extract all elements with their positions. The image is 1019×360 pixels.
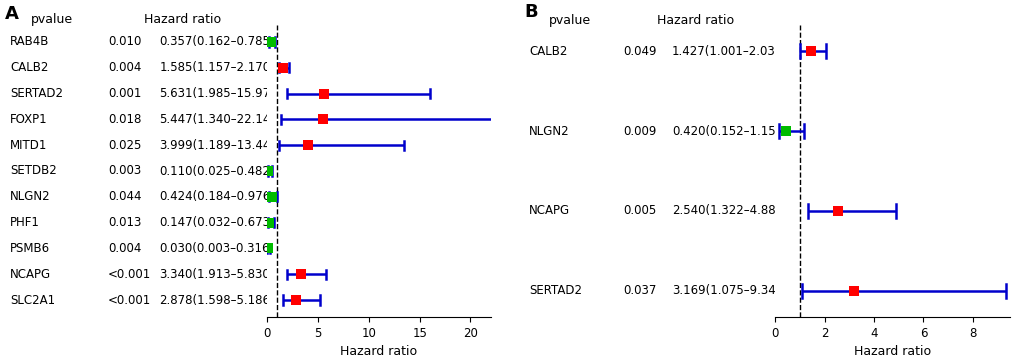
Text: 5.447(1.340–22.144): 5.447(1.340–22.144) bbox=[159, 113, 282, 126]
Text: 0.420(0.152–1.157): 0.420(0.152–1.157) bbox=[672, 125, 787, 138]
Text: MITD1: MITD1 bbox=[10, 139, 48, 152]
Text: 0.003: 0.003 bbox=[108, 165, 141, 177]
Text: 2.540(1.322–4.883): 2.540(1.322–4.883) bbox=[672, 204, 787, 217]
Text: 1.427(1.001–2.034): 1.427(1.001–2.034) bbox=[672, 45, 787, 58]
Text: NCAPG: NCAPG bbox=[529, 204, 570, 217]
Text: 0.004: 0.004 bbox=[108, 61, 141, 74]
Text: B: B bbox=[524, 3, 537, 21]
Text: 0.001: 0.001 bbox=[108, 87, 141, 100]
Text: 0.018: 0.018 bbox=[108, 113, 141, 126]
Text: CALB2: CALB2 bbox=[10, 61, 49, 74]
Text: SETDB2: SETDB2 bbox=[10, 165, 57, 177]
Text: 0.013: 0.013 bbox=[108, 216, 141, 229]
Text: pvalue: pvalue bbox=[548, 14, 590, 27]
Text: <0.001: <0.001 bbox=[108, 268, 151, 281]
Text: 0.044: 0.044 bbox=[108, 190, 142, 203]
Text: 1.585(1.157–2.170): 1.585(1.157–2.170) bbox=[159, 61, 275, 74]
Text: NLGN2: NLGN2 bbox=[529, 125, 570, 138]
Text: 0.004: 0.004 bbox=[108, 242, 141, 255]
X-axis label: Hazard ratio: Hazard ratio bbox=[853, 345, 930, 358]
Text: SERTAD2: SERTAD2 bbox=[10, 87, 63, 100]
Text: 0.025: 0.025 bbox=[108, 139, 141, 152]
Text: A: A bbox=[5, 5, 19, 23]
Text: CALB2: CALB2 bbox=[529, 45, 567, 58]
Text: 0.005: 0.005 bbox=[623, 204, 655, 217]
Text: 0.037: 0.037 bbox=[623, 284, 655, 297]
Text: 0.357(0.162–0.785): 0.357(0.162–0.785) bbox=[159, 36, 274, 49]
X-axis label: Hazard ratio: Hazard ratio bbox=[340, 345, 417, 358]
Text: 0.030(0.003–0.316): 0.030(0.003–0.316) bbox=[159, 242, 274, 255]
Text: SERTAD2: SERTAD2 bbox=[529, 284, 582, 297]
Text: 0.424(0.184–0.976): 0.424(0.184–0.976) bbox=[159, 190, 275, 203]
Text: FOXP1: FOXP1 bbox=[10, 113, 48, 126]
Text: NLGN2: NLGN2 bbox=[10, 190, 51, 203]
Text: PSMB6: PSMB6 bbox=[10, 242, 50, 255]
Text: Hazard ratio: Hazard ratio bbox=[144, 13, 221, 27]
Text: 3.999(1.189–13.447): 3.999(1.189–13.447) bbox=[159, 139, 282, 152]
Text: pvalue: pvalue bbox=[31, 13, 72, 27]
Text: Hazard ratio: Hazard ratio bbox=[656, 14, 734, 27]
Text: 0.147(0.032–0.673): 0.147(0.032–0.673) bbox=[159, 216, 275, 229]
Text: 0.009: 0.009 bbox=[623, 125, 655, 138]
Text: <0.001: <0.001 bbox=[108, 293, 151, 306]
Text: 0.049: 0.049 bbox=[623, 45, 655, 58]
Text: NCAPG: NCAPG bbox=[10, 268, 51, 281]
Text: RAB4B: RAB4B bbox=[10, 36, 50, 49]
Text: 2.878(1.598–5.186): 2.878(1.598–5.186) bbox=[159, 293, 275, 306]
Text: 0.110(0.025–0.482): 0.110(0.025–0.482) bbox=[159, 165, 274, 177]
Text: 5.631(1.985–15.972): 5.631(1.985–15.972) bbox=[159, 87, 282, 100]
Text: 3.340(1.913–5.830): 3.340(1.913–5.830) bbox=[159, 268, 274, 281]
Text: 3.169(1.075–9.348): 3.169(1.075–9.348) bbox=[672, 284, 787, 297]
Text: 0.010: 0.010 bbox=[108, 36, 141, 49]
Text: SLC2A1: SLC2A1 bbox=[10, 293, 55, 306]
Text: PHF1: PHF1 bbox=[10, 216, 40, 229]
